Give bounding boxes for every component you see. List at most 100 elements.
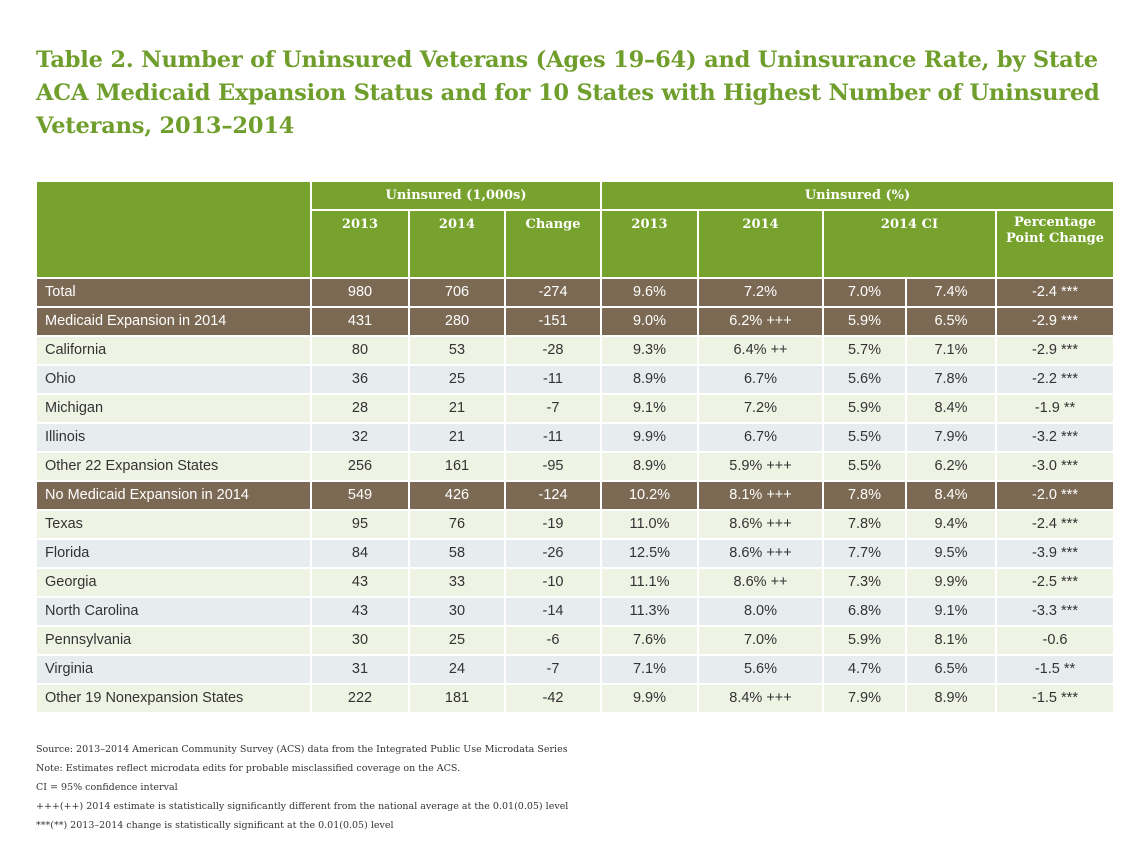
pp-change-cell: -2.2 ***	[995, 364, 1115, 395]
rate-2014-cell: 8.1% +++	[697, 480, 824, 511]
col-header-2014-rate: 2014	[697, 209, 824, 279]
table-title: Table 2. Number of Uninsured Veterans (A…	[36, 47, 1100, 139]
ci-low-cell: 5.7%	[822, 335, 907, 366]
uninsured-change-cell: -6	[504, 625, 602, 656]
uninsured-2013-cell: 31	[310, 654, 410, 685]
group-row: No Medicaid Expansion in 2014 549 426 -124 1…	[35, 480, 1115, 511]
uninsured-2013-cell: 980	[310, 277, 410, 308]
uninsured-2013-cell: 256	[310, 451, 410, 482]
ci-high-cell: 9.1%	[905, 596, 997, 627]
row-label-cell: California	[35, 335, 312, 366]
row-label-cell: Illinois	[35, 422, 312, 453]
rate-2013-cell: 9.3%	[600, 335, 699, 366]
uninsured-2014-cell: 161	[408, 451, 506, 482]
ci-high-cell: 6.5%	[905, 654, 997, 685]
uninsured-veterans-table: Uninsured (1,000s) Uninsured (%) 2013 20…	[35, 180, 1115, 714]
pp-change-cell: -2.9 ***	[995, 335, 1115, 366]
pp-change-cell: -2.4 ***	[995, 277, 1115, 308]
ci-low-cell: 4.7%	[822, 654, 907, 685]
row-label-cell: Texas	[35, 509, 312, 540]
uninsured-change-cell: -95	[504, 451, 602, 482]
rate-2014-cell: 6.7%	[697, 364, 824, 395]
ci-low-cell: 5.9%	[822, 306, 907, 337]
col-header-change-count: Change	[504, 209, 602, 279]
uninsured-change-cell: -7	[504, 654, 602, 685]
rate-2014-cell: 6.4% ++	[697, 335, 824, 366]
uninsured-change-cell: -274	[504, 277, 602, 308]
pp-change-cell: -3.0 ***	[995, 451, 1115, 482]
ci-low-cell: 5.9%	[822, 625, 907, 656]
pp-change-cell: -0.6	[995, 625, 1115, 656]
table-row: North Carolina 43 30 -14 11.3% 8.0% 6.8% 9.1% -3…	[35, 596, 1115, 627]
row-label-header	[35, 180, 312, 279]
row-label-cell: Georgia	[35, 567, 312, 598]
uninsured-2013-cell: 32	[310, 422, 410, 453]
uninsured-change-cell: -26	[504, 538, 602, 569]
ci-high-cell: 9.5%	[905, 538, 997, 569]
uninsured-change-cell: -11	[504, 422, 602, 453]
uninsured-2013-cell: 431	[310, 306, 410, 337]
note-star-significance: ***(**) 2013–2014 change is statisticall…	[36, 820, 394, 831]
ci-high-cell: 8.4%	[905, 480, 997, 511]
table-row: Georgia 43 33 -10 11.1% 8.6% ++ 7.3% 9.9% -2.5 *…	[35, 567, 1115, 598]
uninsured-change-cell: -124	[504, 480, 602, 511]
rate-2014-cell: 5.9% +++	[697, 451, 824, 482]
note-estimates: Note: Estimates reflect microdata edits …	[36, 763, 461, 774]
ci-high-cell: 7.4%	[905, 277, 997, 308]
rate-2014-cell: 8.6% ++	[697, 567, 824, 598]
uninsured-2014-cell: 21	[408, 422, 506, 453]
rate-2014-cell: 7.2%	[697, 393, 824, 424]
rate-2014-cell: 6.7%	[697, 422, 824, 453]
rate-2013-cell: 8.9%	[600, 451, 699, 482]
ci-low-cell: 5.5%	[822, 451, 907, 482]
rate-2014-cell: 8.0%	[697, 596, 824, 627]
rate-2013-cell: 9.9%	[600, 422, 699, 453]
ci-high-cell: 8.1%	[905, 625, 997, 656]
group-row: Total 980 706 -274 9.6% 7.2% 7.0% 7.4% -2.4 ***	[35, 277, 1115, 308]
row-label-cell: Pennsylvania	[35, 625, 312, 656]
uninsured-2013-cell: 36	[310, 364, 410, 395]
rate-2013-cell: 10.2%	[600, 480, 699, 511]
col-header-2013-count: 2013	[310, 209, 410, 279]
ci-low-cell: 7.3%	[822, 567, 907, 598]
uninsured-2013-cell: 84	[310, 538, 410, 569]
rate-2013-cell: 8.9%	[600, 364, 699, 395]
rate-2014-cell: 7.0%	[697, 625, 824, 656]
ci-low-cell: 5.9%	[822, 393, 907, 424]
uninsured-change-cell: -151	[504, 306, 602, 337]
table-row: Other 19 Nonexpansion States 222 181 -42 9.9…	[35, 683, 1115, 714]
row-label-cell: Ohio	[35, 364, 312, 395]
pp-change-cell: -2.5 ***	[995, 567, 1115, 598]
ci-low-cell: 7.7%	[822, 538, 907, 569]
col-header-2014-count: 2014	[408, 209, 506, 279]
pp-change-cell: -3.2 ***	[995, 422, 1115, 453]
row-label-cell: Michigan	[35, 393, 312, 424]
uninsured-2013-cell: 30	[310, 625, 410, 656]
uninsured-2014-cell: 58	[408, 538, 506, 569]
table-notes: Source: 2013–2014 American Community Sur…	[36, 740, 568, 835]
ci-high-cell: 9.9%	[905, 567, 997, 598]
ci-low-cell: 7.8%	[822, 480, 907, 511]
row-label-cell: Other 19 Nonexpansion States	[35, 683, 312, 714]
uninsured-2014-cell: 53	[408, 335, 506, 366]
group-row: Medicaid Expansion in 2014 431 280 -151 9.0%…	[35, 306, 1115, 337]
row-label-cell: Total	[35, 277, 312, 308]
uninsured-2014-cell: 280	[408, 306, 506, 337]
col-header-pp-change: Percentage Point Change	[995, 209, 1115, 279]
uninsured-2013-cell: 43	[310, 596, 410, 627]
pp-change-cell: -1.5 **	[995, 654, 1115, 685]
ci-high-cell: 6.2%	[905, 451, 997, 482]
uninsured-2014-cell: 25	[408, 625, 506, 656]
table-row: California 80 53 -28 9.3% 6.4% ++ 5.7% 7.1% -2.9…	[35, 335, 1115, 366]
table-row: Other 22 Expansion States 256 161 -95 8.9% 5.…	[35, 451, 1115, 482]
ci-high-cell: 8.4%	[905, 393, 997, 424]
table-row: Pennsylvania 30 25 -6 7.6% 7.0% 5.9% 8.1% -0.6	[35, 625, 1115, 656]
col-header-2013-rate: 2013	[600, 209, 699, 279]
rate-2013-cell: 9.1%	[600, 393, 699, 424]
rate-2014-cell: 8.4% +++	[697, 683, 824, 714]
uninsured-change-cell: -14	[504, 596, 602, 627]
rate-2013-cell: 11.1%	[600, 567, 699, 598]
table-row: Michigan 28 21 -7 9.1% 7.2% 5.9% 8.4% -1.9 **	[35, 393, 1115, 424]
group-header-uninsured-rate: Uninsured (%)	[600, 180, 1115, 211]
rate-2014-cell: 8.6% +++	[697, 509, 824, 540]
